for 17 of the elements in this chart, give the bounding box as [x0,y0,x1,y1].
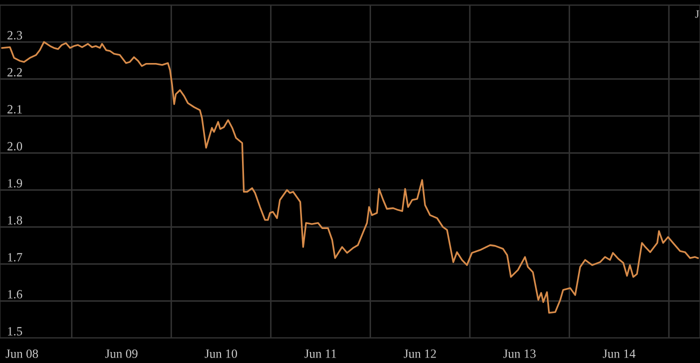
x-tick-label: Jun 14 [602,350,636,358]
y-tick-label: 2.2 [7,68,22,77]
x-tick-label: Jun 13 [503,350,536,358]
annotation: J [695,10,700,18]
y-tick-label: 1.8 [8,216,22,225]
y-tick-label: 2.0 [7,142,22,151]
y-tick-label: 1.5 [8,327,22,336]
x-tick-label: Jun 09 [105,349,138,358]
y-tick-label: 1.7 [8,253,22,262]
x-tick-label: Jun 08 [6,349,38,358]
y-tick-label: 1.9 [8,179,22,188]
x-tick-label: Jun 11 [304,350,336,358]
x-tick-label: Jun 12 [404,350,436,358]
y-tick-label: 1.6 [8,290,22,299]
x-tick-label: Jun 10 [204,349,238,358]
y-tick-label: 2.1 [7,105,22,114]
y-tick-label: 2.3 [7,31,22,40]
